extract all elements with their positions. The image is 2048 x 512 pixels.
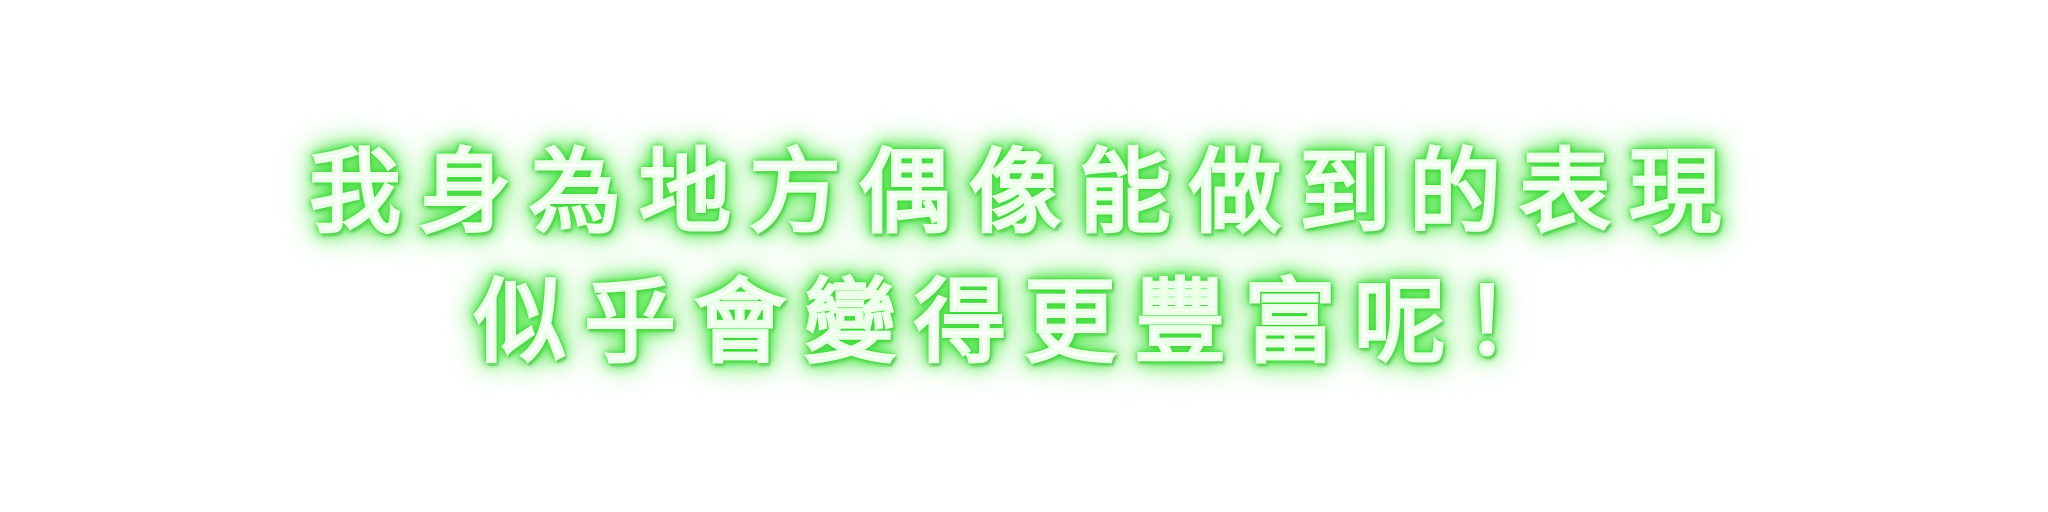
caption-line-2: 似乎會變得更豐富呢！ — [473, 269, 1574, 377]
caption-line-1: 我身為地方偶像能做到的表現 — [308, 139, 1739, 247]
